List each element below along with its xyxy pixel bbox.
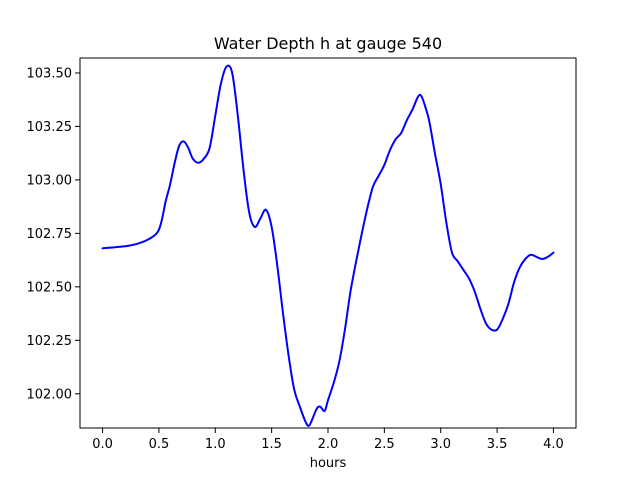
y-axis: 102.00 102.25 102.50 102.75 103.00 103.25 103.… bbox=[27, 66, 80, 402]
y-tick-label: 103.50 bbox=[27, 66, 73, 81]
axes-frame bbox=[79, 57, 577, 429]
x-tick-label: 2.5 bbox=[374, 437, 395, 452]
y-tick-label: 103.25 bbox=[27, 120, 73, 135]
y-tick-label: 102.00 bbox=[27, 387, 73, 402]
y-tick-label: 102.50 bbox=[27, 280, 73, 295]
x-tick-label: 0.5 bbox=[149, 437, 170, 452]
chart-title: Water Depth h at gauge 540 bbox=[214, 34, 442, 53]
x-axis: 0.0 0.5 1.0 1.5 2.0 2.5 3.0 3.5 4.0 bbox=[92, 428, 564, 452]
x-tick-label: 0.0 bbox=[92, 437, 113, 452]
x-tick-label: 4.0 bbox=[543, 437, 564, 452]
plot-area bbox=[101, 64, 555, 427]
x-tick-label: 3.0 bbox=[430, 437, 451, 452]
series-line-0 bbox=[101, 64, 555, 427]
x-tick-label: 3.5 bbox=[487, 437, 508, 452]
y-tick-label: 102.75 bbox=[27, 227, 73, 242]
x-tick-label: 2.0 bbox=[318, 437, 339, 452]
x-tick-label: 1.5 bbox=[261, 437, 282, 452]
x-tick-label: 1.0 bbox=[205, 437, 226, 452]
x-axis-label: hours bbox=[310, 456, 347, 471]
y-tick-label: 102.25 bbox=[27, 334, 73, 349]
y-tick-label: 103.00 bbox=[27, 173, 73, 188]
